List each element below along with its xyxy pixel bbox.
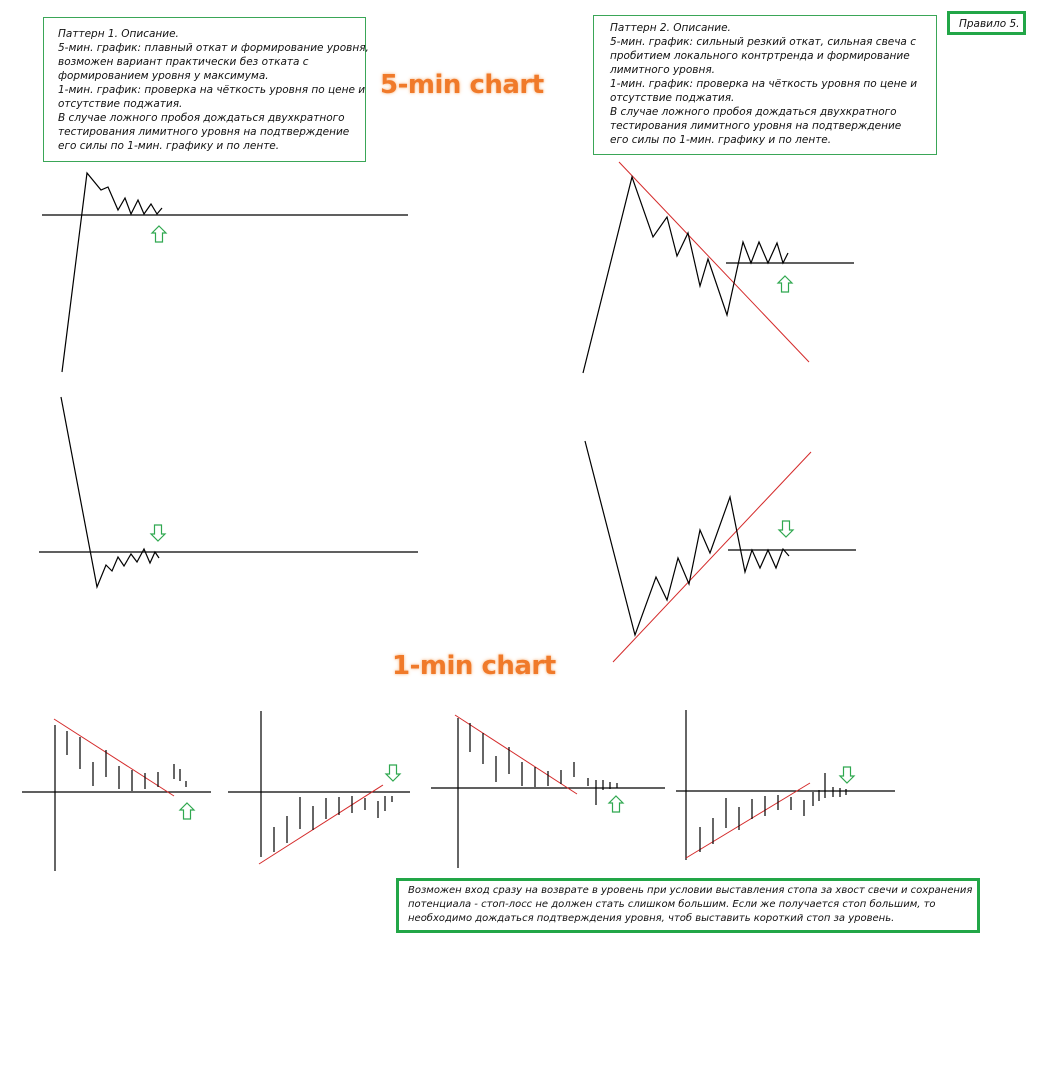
p2-top-chart (582, 161, 854, 374)
pattern2-description: Паттерн 2. Описание. 5-мин. график: силь… (593, 15, 937, 155)
price-path (60, 396, 160, 590)
m1-chart-1 (22, 718, 211, 871)
price-path (582, 174, 789, 374)
arrow-down-icon (385, 764, 401, 782)
note-line: отсутствие поджатия. (58, 98, 183, 110)
heading-5min-chart: 5-min chart (380, 70, 544, 100)
rule-label: Правило 5. (947, 11, 1026, 35)
arrow-up-icon (151, 225, 167, 243)
note-line: 1-мин. график: проверка на чёткость уров… (58, 84, 366, 96)
note-line: его силы по 1-мин. графику и по ленте. (610, 134, 832, 146)
note-line: тестирования лимитного уровня на подтвер… (610, 120, 902, 132)
trendline (685, 782, 811, 859)
note-line: Паттерн 1. Описание. (58, 28, 179, 40)
note-line: Возможен вход сразу на возврате в уровен… (408, 885, 973, 896)
p1-bottom-chart (39, 396, 418, 590)
candle-bars (273, 796, 393, 852)
candle-bars (469, 723, 618, 805)
trendline (258, 784, 384, 865)
note-line: В случае ложного пробоя дождаться двухкр… (58, 112, 345, 124)
trendline (454, 714, 578, 795)
entry-note: Возможен вход сразу на возврате в уровен… (396, 878, 980, 933)
note-line: лимитного уровня. (610, 64, 715, 76)
candle-bars (66, 731, 187, 791)
note-line: формированием уровня у максимума. (58, 70, 269, 82)
arrow-up-icon (777, 275, 793, 293)
note-line: потенциала - стоп-лосс не должен стать с… (408, 899, 936, 910)
note-line: пробитием локального контртренда и форми… (610, 50, 910, 62)
m1-chart-3 (431, 714, 665, 868)
trendline (618, 161, 810, 363)
candle-bars (699, 773, 847, 852)
arrow-up-icon (608, 795, 624, 813)
trendline (53, 718, 175, 797)
trendline (612, 451, 812, 663)
price-path (584, 440, 790, 638)
note-line: его силы по 1-мин. графику и по ленте. (58, 140, 280, 152)
arrow-down-icon (778, 520, 794, 538)
arrow-up-icon (179, 802, 195, 820)
note-line: возможен вариант практически без отката … (58, 56, 309, 68)
note-line: необходимо дождаться подтверждения уровн… (408, 913, 895, 924)
note-line: В случае ложного пробоя дождаться двухкр… (610, 106, 897, 118)
m1-chart-4 (676, 710, 895, 860)
note-line: 5-мин. график: плавный откат и формирова… (58, 42, 369, 54)
note-line: 5-мин. график: сильный резкий откат, сил… (610, 36, 916, 48)
note-line: 1-мин. график: проверка на чёткость уров… (610, 78, 918, 90)
note-line: отсутствие поджатия. (610, 92, 735, 104)
note-line: Паттерн 2. Описание. (610, 22, 731, 34)
p1-top-chart (42, 171, 408, 373)
m1-chart-2 (228, 711, 410, 865)
p2-bottom-chart (584, 440, 856, 663)
price-path (61, 171, 163, 373)
pattern1-description: Паттерн 1. Описание. 5-мин. график: плав… (43, 17, 369, 162)
arrow-down-icon (839, 766, 855, 784)
heading-1min-chart: 1-min chart (392, 651, 556, 681)
note-line: тестирования лимитного уровня на подтвер… (58, 126, 350, 138)
arrow-down-icon (150, 524, 166, 542)
